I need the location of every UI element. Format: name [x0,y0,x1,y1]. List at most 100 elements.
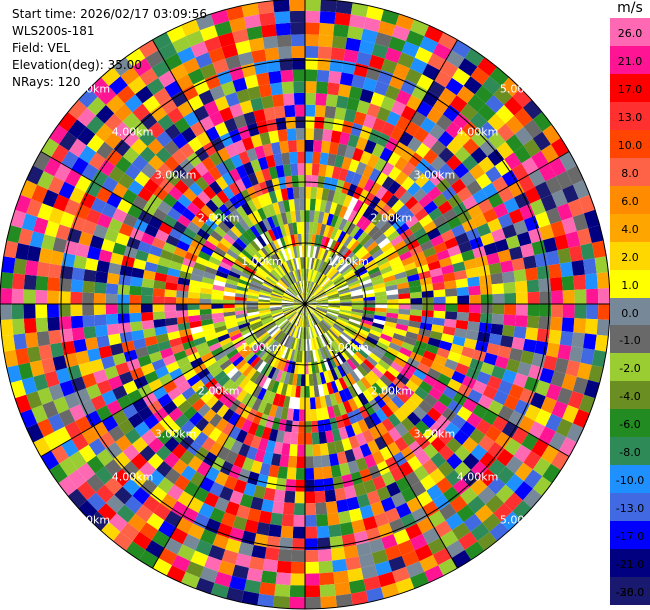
velocity-bin [180,173,196,188]
velocity-bin [259,311,271,317]
velocity-bin [230,225,243,238]
velocity-bin [368,54,385,70]
velocity-bin [124,163,141,180]
velocity-bin [235,164,248,179]
velocity-bin [407,273,420,282]
velocity-bin [166,25,186,43]
velocity-bin [258,299,270,303]
velocity-bin [275,251,284,264]
velocity-bin [78,231,93,247]
velocity-bin [341,437,353,452]
velocity-bin [306,280,310,293]
velocity-bin [262,205,272,219]
velocity-bin [235,237,247,250]
velocity-bin [164,304,177,312]
velocity-bin [148,121,165,139]
velocity-bin [427,260,441,271]
velocity-bin [557,247,572,264]
velocity-bin [241,457,255,472]
velocity-bin [588,365,604,383]
velocity-bin [461,218,477,233]
velocity-bin [68,450,87,470]
velocity-bin [300,210,305,222]
velocity-bin [205,466,220,482]
velocity-bin [64,199,80,216]
velocity-bin [331,272,342,282]
velocity-bin [319,22,335,36]
velocity-bin [58,181,76,199]
velocity-bin [524,215,540,232]
velocity-bin [397,313,410,321]
velocity-bin [319,572,335,586]
velocity-bin [322,212,330,225]
velocity-bin [243,111,257,126]
velocity-bin [204,518,221,534]
velocity-bin [144,224,159,238]
velocity-bin [64,352,79,368]
velocity-bin [325,430,335,443]
velocity-bin [356,379,368,393]
velocity-bin [325,288,338,295]
velocity-bin [346,358,357,371]
velocity-bin [447,245,462,257]
velocity-bin [367,386,379,399]
velocity-bin [166,324,179,334]
velocity-bin [209,413,223,428]
velocity-bin [202,141,217,157]
velocity-bin [596,272,610,289]
velocity-bin [274,284,286,293]
velocity-bin [352,186,364,200]
velocity-bin [369,182,382,196]
velocity-bin [276,560,292,574]
velocity-bin [399,250,413,262]
velocity-bin [285,116,296,129]
velocity-bin [219,486,234,502]
velocity-bin [349,370,361,383]
velocity-bin [348,86,363,100]
velocity-bin [112,385,128,400]
velocity-bin [155,229,170,242]
velocity-bin [270,308,283,314]
velocity-bin [87,492,106,512]
velocity-bin [292,186,300,199]
velocity-bin [313,385,320,398]
velocity-bin [165,234,180,247]
velocity-bin [131,154,149,172]
velocity-bin [280,525,294,539]
velocity-bin [307,350,312,363]
velocity-bin [244,245,256,257]
velocity-bin [238,150,251,165]
velocity-bin [308,338,313,351]
velocity-bin [180,420,196,435]
velocity-bin [378,337,391,347]
velocity-bin [167,267,181,278]
velocity-bin [343,545,359,559]
velocity-bin [300,339,304,351]
velocity-bin [312,270,318,283]
velocity-bin [71,267,85,281]
velocity-bin [290,561,305,574]
velocity-bin [326,213,334,226]
velocity-bin [153,87,171,105]
velocity-bin [327,330,337,341]
velocity-bin [252,411,263,425]
velocity-bin [162,214,178,228]
velocity-bin [272,202,281,215]
velocity-bin [204,555,222,572]
velocity-bin [122,380,138,395]
velocity-bin [328,70,342,84]
velocity-bin [118,322,132,334]
velocity-bin [373,318,386,326]
velocity-bin [216,355,230,367]
velocity-bin [450,253,464,265]
velocity-bin [331,166,342,180]
velocity-bin [241,175,253,189]
velocity-bin [187,291,200,299]
colorbar-tick-label: -8.0 [619,446,641,460]
velocity-bin [531,352,546,368]
velocity-bin [445,304,458,312]
velocity-bin [283,372,291,385]
velocity-bin [469,428,486,445]
velocity-bin [265,154,276,168]
velocity-bin [347,183,358,197]
